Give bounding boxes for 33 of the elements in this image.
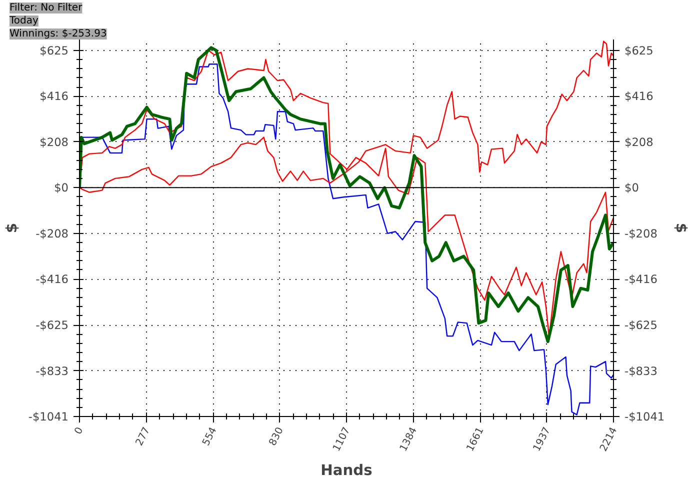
y-axis-title: $ xyxy=(3,222,20,234)
y-tick-label: $208 xyxy=(40,134,69,149)
y2-tick-label: -$1041 xyxy=(624,410,665,424)
y-tick-label: -$416 xyxy=(36,272,69,286)
y2-tick-label: $0 xyxy=(624,180,639,195)
y-tick-label: $625 xyxy=(40,43,69,58)
x-tick-label: 1937 xyxy=(532,426,553,454)
y2-tick-label: -$625 xyxy=(624,318,658,332)
y2-tick-label: $625 xyxy=(624,43,654,58)
y-tick-label: $416 xyxy=(40,89,69,104)
x-tick-label: 554 xyxy=(200,426,220,448)
y2-tick-label: -$208 xyxy=(624,226,658,240)
y2-tick-label: -$416 xyxy=(624,272,658,286)
x-tick-label: 2214 xyxy=(598,426,620,454)
x-tick-label: 0 xyxy=(73,426,86,436)
y2-tick-label: $208 xyxy=(624,134,654,149)
y-tick-label: -$833 xyxy=(36,364,69,378)
x-tick-label: 830 xyxy=(267,426,286,448)
y2-axis-title: $ xyxy=(672,222,690,234)
y-tick-label: -$208 xyxy=(36,226,69,240)
x-tick-label: 1661 xyxy=(465,426,486,454)
y-tick-label: $0 xyxy=(54,180,69,195)
y-tick-label: -$1041 xyxy=(28,410,68,424)
y2-tick-label: -$833 xyxy=(624,364,658,378)
y-tick-label: -$625 xyxy=(36,318,69,332)
text: Winnings: $-253.93 xyxy=(10,28,107,40)
text: Filter: No Filter xyxy=(10,2,84,14)
y2-tick-label: $416 xyxy=(624,89,654,104)
text: Today xyxy=(8,16,39,26)
x-axis-title: Hands xyxy=(320,462,373,479)
x-tick-label: 1384 xyxy=(398,426,420,454)
x-tick-label: 1107 xyxy=(331,426,353,454)
x-tick-label: 277 xyxy=(134,426,153,448)
